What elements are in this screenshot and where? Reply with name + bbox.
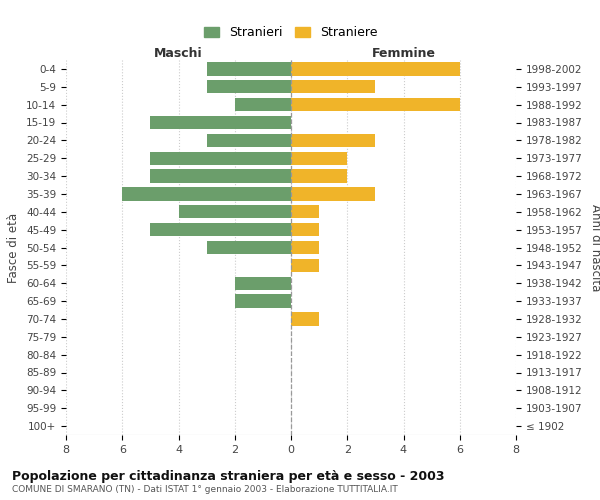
Bar	[206, 62, 291, 76]
Bar	[291, 80, 376, 94]
Text: Femmine: Femmine	[371, 47, 436, 60]
Bar	[235, 98, 291, 112]
Bar	[291, 152, 347, 165]
Bar	[122, 187, 291, 200]
Bar	[291, 223, 319, 236]
Text: Popolazione per cittadinanza straniera per età e sesso - 2003: Popolazione per cittadinanza straniera p…	[12, 470, 445, 483]
Bar	[206, 80, 291, 94]
Bar	[291, 312, 319, 326]
Legend: Stranieri, Straniere: Stranieri, Straniere	[199, 21, 383, 44]
Bar	[291, 187, 376, 200]
Bar	[291, 134, 376, 147]
Text: Maschi: Maschi	[154, 47, 203, 60]
Bar	[291, 98, 460, 112]
Bar	[291, 258, 319, 272]
Bar	[151, 116, 291, 129]
Y-axis label: Anni di nascita: Anni di nascita	[589, 204, 600, 291]
Bar	[151, 223, 291, 236]
Text: COMUNE DI SMARANO (TN) - Dati ISTAT 1° gennaio 2003 - Elaborazione TUTTITALIA.IT: COMUNE DI SMARANO (TN) - Dati ISTAT 1° g…	[12, 485, 398, 494]
Bar	[291, 170, 347, 183]
Bar	[291, 241, 319, 254]
Bar	[235, 276, 291, 290]
Bar	[291, 205, 319, 218]
Y-axis label: Fasce di età: Fasce di età	[7, 212, 20, 282]
Bar	[206, 134, 291, 147]
Bar	[179, 205, 291, 218]
Bar	[291, 62, 460, 76]
Bar	[206, 241, 291, 254]
Bar	[151, 152, 291, 165]
Bar	[151, 170, 291, 183]
Bar	[235, 294, 291, 308]
